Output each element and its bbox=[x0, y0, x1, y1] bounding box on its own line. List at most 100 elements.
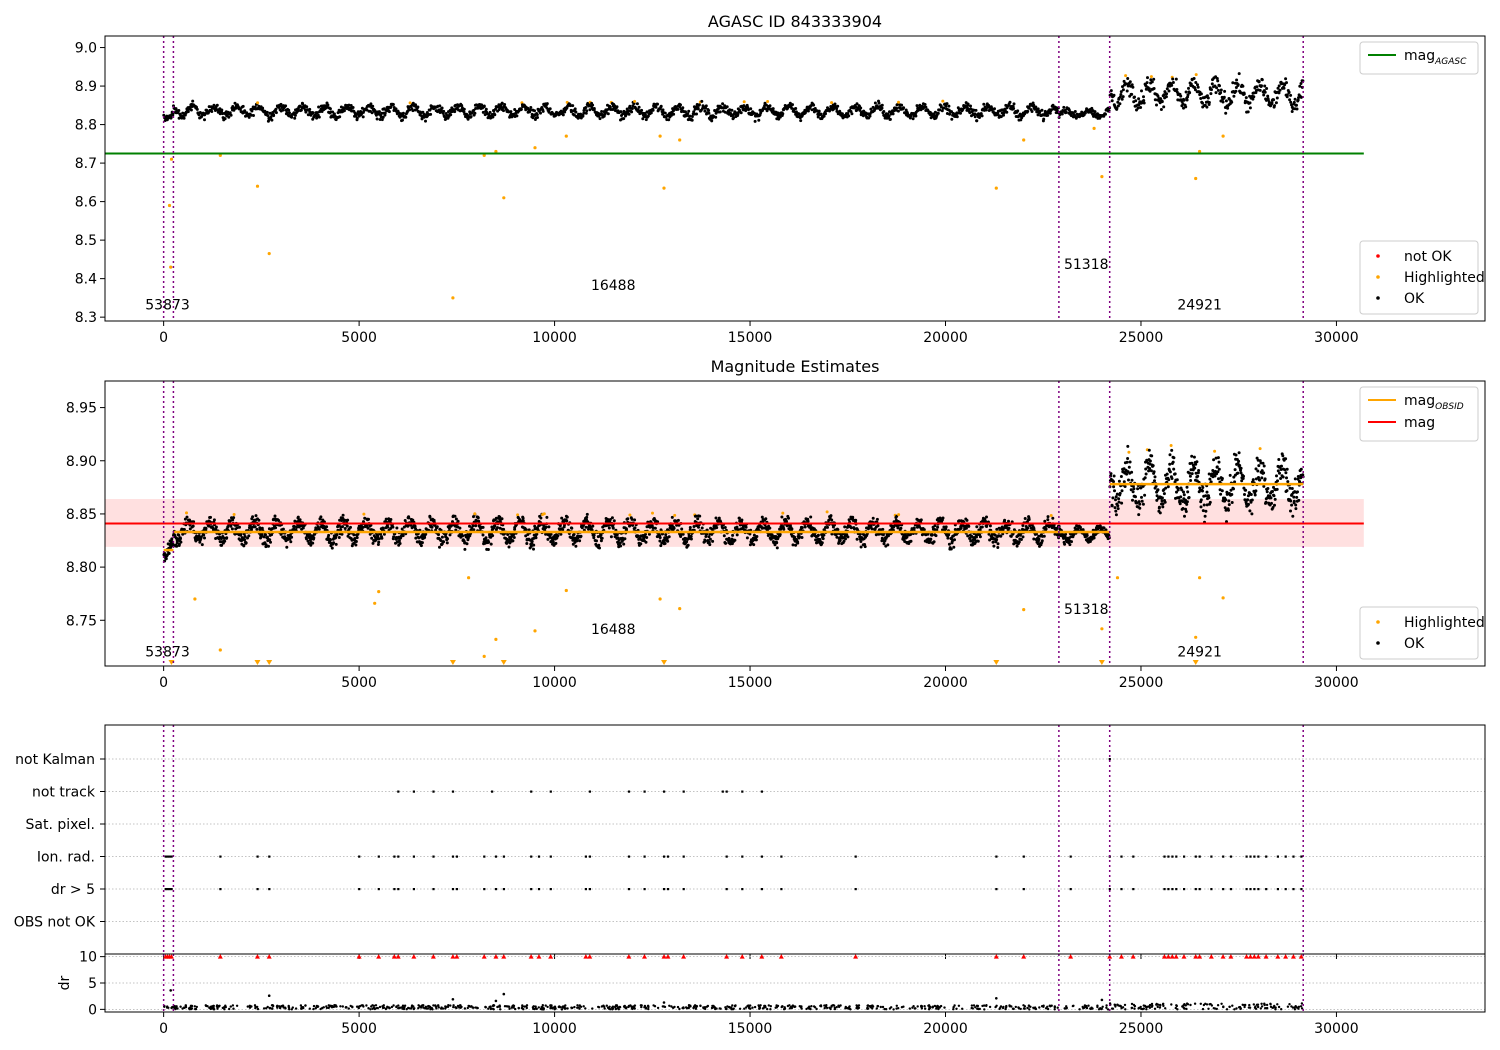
ok-point bbox=[689, 534, 693, 538]
ok-point bbox=[341, 513, 345, 517]
ok-point bbox=[922, 528, 926, 532]
ok-point bbox=[220, 543, 224, 547]
ok-point bbox=[1277, 84, 1281, 88]
ok-point bbox=[1060, 112, 1064, 116]
ok-point bbox=[1242, 474, 1245, 478]
ok-point bbox=[376, 534, 380, 538]
ok-point bbox=[579, 534, 583, 538]
ok-point bbox=[1203, 514, 1207, 518]
ok-point bbox=[585, 515, 589, 519]
ok-point bbox=[227, 115, 231, 119]
ok-point bbox=[378, 118, 382, 121]
ok-point bbox=[985, 525, 989, 528]
ok-point bbox=[532, 543, 536, 547]
ok-point bbox=[969, 104, 972, 108]
ok-point bbox=[684, 110, 687, 114]
ok-point bbox=[507, 545, 511, 549]
ok-point bbox=[1134, 495, 1137, 499]
ok-point bbox=[836, 104, 840, 108]
ok-point bbox=[264, 533, 267, 537]
x-tick-label: 15000 bbox=[728, 330, 773, 346]
ok-point bbox=[311, 111, 315, 115]
ok-point bbox=[606, 523, 610, 527]
ok-point bbox=[1026, 109, 1030, 113]
ok-point bbox=[191, 524, 195, 528]
ok-point bbox=[177, 109, 181, 112]
ok-point bbox=[1208, 477, 1212, 481]
ok-point bbox=[1040, 108, 1044, 112]
ok-point bbox=[780, 515, 784, 519]
ok-point bbox=[1110, 504, 1114, 508]
highlighted-outlier-point bbox=[494, 149, 498, 154]
ok-point bbox=[512, 533, 516, 537]
ok-point bbox=[1118, 491, 1122, 495]
ok-point bbox=[1250, 498, 1254, 502]
ok-point bbox=[561, 113, 565, 117]
ok-point bbox=[289, 540, 293, 544]
ok-point bbox=[647, 532, 651, 536]
ok-point bbox=[1229, 488, 1233, 492]
ok-point bbox=[210, 110, 214, 113]
ok-point bbox=[697, 103, 701, 107]
ok-point bbox=[797, 535, 801, 538]
ok-point bbox=[1160, 499, 1164, 503]
ok-point bbox=[1111, 496, 1115, 500]
ok-point bbox=[790, 106, 794, 110]
ok-point bbox=[955, 115, 959, 119]
ok-point bbox=[1190, 454, 1194, 458]
ok-point bbox=[293, 519, 297, 523]
ok-point bbox=[254, 514, 258, 518]
ok-point bbox=[731, 533, 735, 537]
ok-point bbox=[1243, 493, 1246, 496]
ok-point bbox=[1051, 516, 1055, 520]
ok-point bbox=[812, 103, 816, 107]
ok-point bbox=[851, 515, 855, 519]
ok-point bbox=[1250, 512, 1254, 516]
ok-point bbox=[820, 541, 824, 545]
ok-point bbox=[1216, 456, 1220, 460]
ok-point bbox=[833, 102, 837, 106]
ok-point bbox=[1180, 488, 1184, 492]
ok-point bbox=[1260, 469, 1264, 473]
ok-point bbox=[1260, 476, 1264, 480]
ok-point bbox=[587, 527, 590, 531]
ok-point bbox=[1115, 492, 1119, 496]
ok-point bbox=[999, 115, 1003, 119]
ok-point bbox=[488, 110, 492, 114]
ok-point bbox=[389, 527, 393, 530]
ok-point bbox=[494, 107, 497, 111]
ok-point bbox=[1175, 490, 1178, 494]
ok-point bbox=[503, 103, 507, 106]
ok-point bbox=[876, 524, 880, 528]
ok-point bbox=[493, 524, 497, 528]
ok-point bbox=[560, 516, 564, 520]
ok-point bbox=[622, 117, 626, 121]
ok-point bbox=[735, 533, 739, 537]
ok-point bbox=[1181, 102, 1185, 106]
ok-point bbox=[386, 525, 390, 529]
ok-point bbox=[468, 534, 472, 538]
ok-point bbox=[1131, 484, 1135, 488]
ok-point bbox=[397, 539, 401, 543]
ok-point bbox=[1232, 475, 1236, 479]
ok-point bbox=[1204, 509, 1208, 513]
ok-point bbox=[940, 109, 944, 113]
ok-point bbox=[249, 113, 253, 117]
ok-point bbox=[225, 536, 229, 540]
ok-point bbox=[203, 536, 206, 540]
ok-point bbox=[334, 542, 338, 546]
ok-point bbox=[739, 111, 743, 115]
ok-point bbox=[1194, 471, 1198, 475]
highlighted-point bbox=[185, 511, 188, 515]
obsid-label: 51318 bbox=[1064, 257, 1109, 273]
ok-point bbox=[742, 104, 746, 108]
ok-point bbox=[1205, 503, 1209, 507]
ok-point bbox=[1260, 78, 1264, 82]
ok-point bbox=[445, 541, 449, 545]
ok-point bbox=[438, 104, 442, 108]
ok-point bbox=[855, 102, 859, 106]
ok-point bbox=[242, 544, 246, 548]
ok-point bbox=[559, 532, 563, 536]
ok-point bbox=[250, 528, 253, 532]
ok-point bbox=[1114, 509, 1118, 513]
